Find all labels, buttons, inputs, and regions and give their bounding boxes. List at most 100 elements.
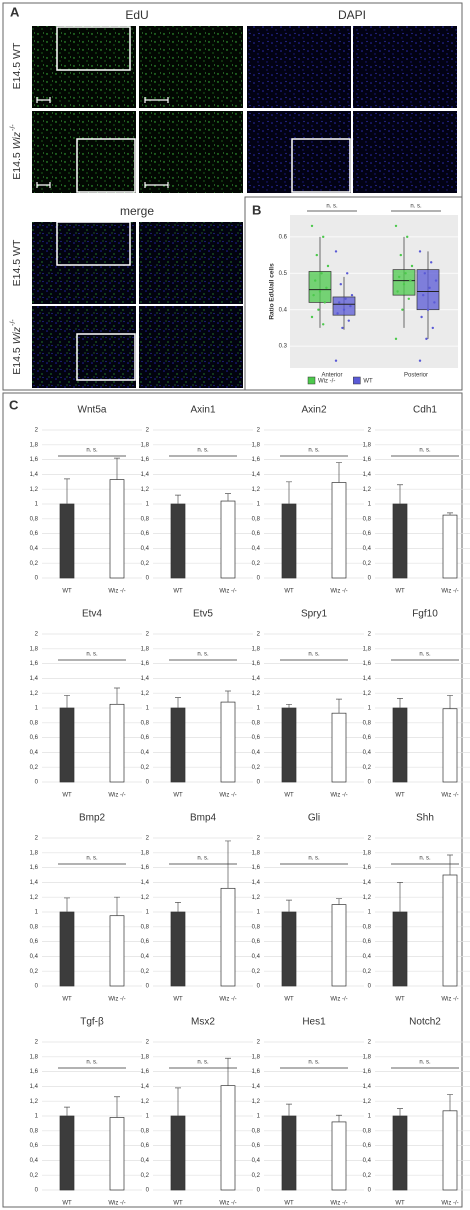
y-tick-label: 1,4 — [30, 1084, 39, 1090]
y-tick-label: 0,4 — [30, 1158, 39, 1164]
y-tick-label: 1,6 — [141, 1069, 150, 1075]
y-tick-label: 2 — [368, 1040, 372, 1046]
x-tick-label: Wiz -/- — [219, 793, 236, 799]
y-tick-label: 0,2 — [252, 765, 261, 771]
data-point — [349, 304, 352, 308]
bar — [392, 911, 408, 987]
y-tick-label: 1,8 — [363, 646, 372, 652]
chart-title: Etv4 — [82, 609, 102, 620]
y-tick-label: 0,4 — [363, 1158, 372, 1164]
data-point — [425, 337, 428, 341]
y-tick-label: 1,6 — [30, 661, 39, 667]
error-bar — [286, 1103, 292, 1116]
x-tick-label: WT — [173, 1201, 183, 1207]
micrograph — [32, 26, 136, 108]
y-tick-label: 1,8 — [141, 1054, 150, 1060]
x-tick-label: WT — [395, 793, 405, 799]
y-tick-label: 0,6 — [30, 735, 39, 741]
y-tick-label: 0,6 — [363, 939, 372, 945]
y-tick-label: 0,4 — [30, 750, 39, 756]
chart-title: Notch2 — [409, 1017, 441, 1028]
y-tick-label: 0,6 — [30, 531, 39, 537]
significance-label: n. s. — [197, 856, 209, 862]
x-tick-label: Wiz -/- — [330, 589, 347, 595]
y-tick-label: 1,2 — [363, 691, 372, 697]
y-tick-label: 0,2 — [141, 561, 150, 567]
y-tick-label: 0,2 — [252, 1173, 261, 1179]
y-tick-label: 0,4 — [252, 954, 261, 960]
error-bar — [397, 698, 403, 708]
data-point — [323, 301, 326, 304]
significance-label: n. s. — [419, 856, 431, 862]
data-point — [402, 283, 406, 286]
chart-title: Etv5 — [193, 609, 213, 620]
x-tick-label: Posterior — [404, 373, 428, 379]
row-superscript: -/- — [10, 124, 17, 131]
bar — [59, 503, 75, 579]
x-tick-label: Wiz -/- — [441, 1201, 458, 1207]
significance-label: n. s. — [197, 448, 209, 454]
error-bar — [447, 854, 453, 875]
data-point — [398, 275, 401, 279]
y-tick-label: 0,2 — [363, 765, 372, 771]
bar — [281, 911, 297, 987]
inset-box — [291, 138, 351, 193]
data-point — [406, 235, 409, 239]
y-tick-label: 0,8 — [252, 720, 261, 726]
x-tick-label: Wiz -/- — [330, 1201, 347, 1207]
data-point — [428, 286, 431, 290]
y-tick-label: 0,6 — [252, 735, 261, 741]
bar — [59, 707, 75, 783]
y-tick-label: 2 — [146, 428, 150, 434]
significance-label: n. s. — [419, 652, 431, 658]
data-point — [312, 293, 315, 297]
x-tick-label: WT — [284, 793, 294, 799]
bar — [109, 1117, 125, 1191]
error-bar — [397, 484, 403, 504]
row-label: E14.5 WT — [11, 239, 23, 286]
y-tick-label: 0,6 — [363, 1143, 372, 1149]
x-tick-label: WT — [284, 589, 294, 595]
bar — [442, 514, 458, 579]
y-tick-label: 0,6 — [252, 939, 261, 945]
data-point — [344, 297, 347, 300]
y-tick-label: 1,2 — [141, 487, 150, 493]
micrograph — [139, 222, 243, 304]
error-bar — [114, 457, 120, 480]
chart-title: Cdh1 — [413, 405, 437, 416]
y-tick-label: 1,8 — [363, 442, 372, 448]
x-tick-label: Wiz -/- — [219, 589, 236, 595]
y-tick-label: 1,4 — [252, 676, 261, 682]
y-tick-label: 0 — [257, 576, 261, 582]
y-tick-label: 0,4 — [141, 1158, 150, 1164]
data-point — [420, 315, 423, 319]
y-tick-label: 1,2 — [363, 487, 372, 493]
micrograph — [139, 306, 243, 388]
data-point — [350, 293, 354, 297]
significance-label: n. s. — [419, 1060, 431, 1066]
y-tick-label: 0,8 — [252, 924, 261, 930]
y-tick-label: 0,6 — [363, 531, 372, 537]
column-header: merge — [120, 204, 154, 218]
y-tick-label: 1,8 — [252, 442, 261, 448]
bar — [392, 1115, 408, 1191]
data-point — [318, 290, 322, 293]
y-tick-label: 1,2 — [141, 895, 150, 901]
micrograph — [32, 111, 136, 193]
y-tick-label: 1,2 — [252, 895, 261, 901]
y-tick-label: 0,8 — [141, 924, 150, 930]
y-tick-label: 0.4 — [279, 307, 288, 313]
row-label: E14.5 WT — [11, 42, 23, 89]
y-tick-label: 0,8 — [363, 516, 372, 522]
error-bar — [447, 1094, 453, 1111]
y-tick-label: 1,6 — [363, 661, 372, 667]
data-point — [326, 264, 330, 268]
y-tick-label: 2 — [35, 836, 39, 842]
error-bar — [175, 902, 181, 912]
panel-label: A — [10, 4, 20, 19]
data-point — [434, 279, 438, 282]
bar — [281, 707, 297, 783]
error-bar — [336, 1114, 342, 1122]
y-tick-label: 2 — [35, 428, 39, 434]
significance-label: n. s. — [419, 448, 431, 454]
